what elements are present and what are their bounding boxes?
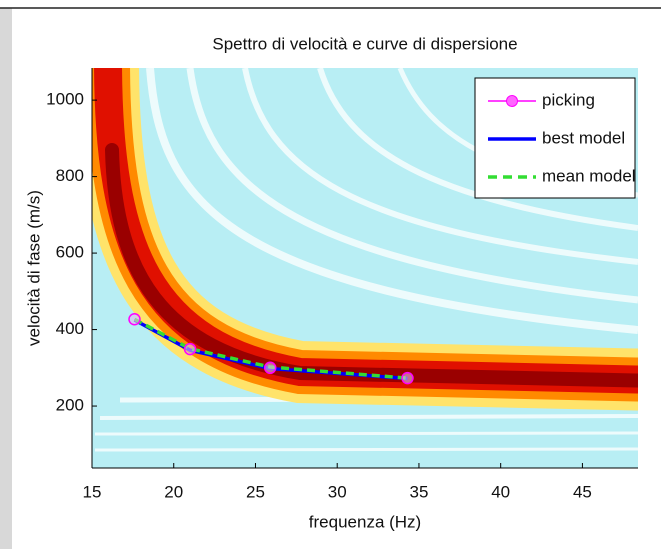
side-strip [0,8,12,549]
energy-band [92,68,638,411]
x-tick-label: 45 [573,482,592,501]
chart-title: Spettro di velocità e curve di dispersio… [212,34,517,53]
x-axis-label: frequenza (Hz) [309,512,421,531]
y-tick-label: 1000 [46,90,84,109]
legend-label: picking [542,90,595,109]
x-tick-label: 20 [164,482,183,501]
series-line [133,317,408,380]
picking-marker [401,371,414,385]
legend-marker [506,95,518,107]
y-tick-label: 200 [56,396,84,415]
y-tick-label: 400 [56,319,84,338]
x-tick-label: 35 [409,482,428,501]
y-tick-label: 600 [56,243,84,262]
y-tick-label: 800 [56,166,84,185]
picking-marker [128,312,141,326]
x-tick-label: 30 [328,482,347,501]
legend-label: best model [542,128,625,147]
picking-marker [183,342,197,356]
y-axis-label: velocità di fase (m/s) [24,190,43,346]
x-tick-label: 25 [246,482,265,501]
picking-marker [263,361,277,375]
legend: picking best model mean model [474,77,636,199]
x-tick-label: 15 [83,482,102,501]
legend-label: mean model [542,166,636,185]
x-tick-label: 40 [491,482,510,501]
